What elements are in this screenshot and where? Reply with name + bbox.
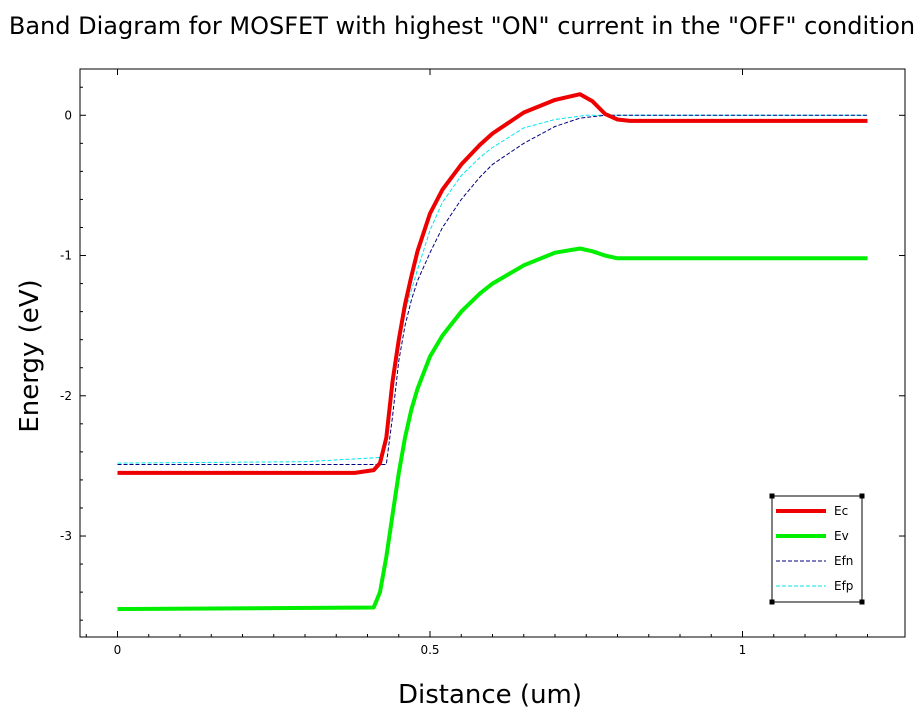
x-tick-label: 0.5 [420, 643, 439, 657]
legend-label-efp: Efp [834, 579, 853, 593]
y-tick-label: -2 [60, 389, 72, 403]
legend-handle[interactable] [859, 599, 865, 605]
y-tick-label: -3 [60, 529, 72, 543]
legend-label-ev: Ev [834, 529, 849, 543]
y-tick-label: 0 [64, 108, 72, 122]
x-tick-label: 0 [114, 643, 122, 657]
series-line-efp [117, 114, 868, 464]
legend-handle[interactable] [769, 493, 775, 499]
legend-handle[interactable] [859, 493, 865, 499]
series-line-ec [117, 92, 868, 475]
legend-label-efn: Efn [834, 554, 853, 568]
series-line-efn [117, 114, 868, 465]
y-tick-label: -1 [60, 249, 72, 263]
chart-title: Band Diagram for MOSFET with highest "ON… [8, 12, 916, 40]
legend: Ec Ev Efn Efp [769, 493, 865, 605]
legend-label-ec: Ec [834, 504, 848, 518]
axis-ticks: 0 0.5 1 0 -1 -2 -3 [60, 69, 905, 657]
x-tick-label: 1 [739, 643, 747, 657]
legend-box [771, 495, 863, 603]
legend-handle[interactable] [769, 599, 775, 605]
series-line-ev [117, 246, 868, 611]
x-axis-label: Distance (um) [397, 680, 583, 710]
series-layer [117, 92, 868, 611]
